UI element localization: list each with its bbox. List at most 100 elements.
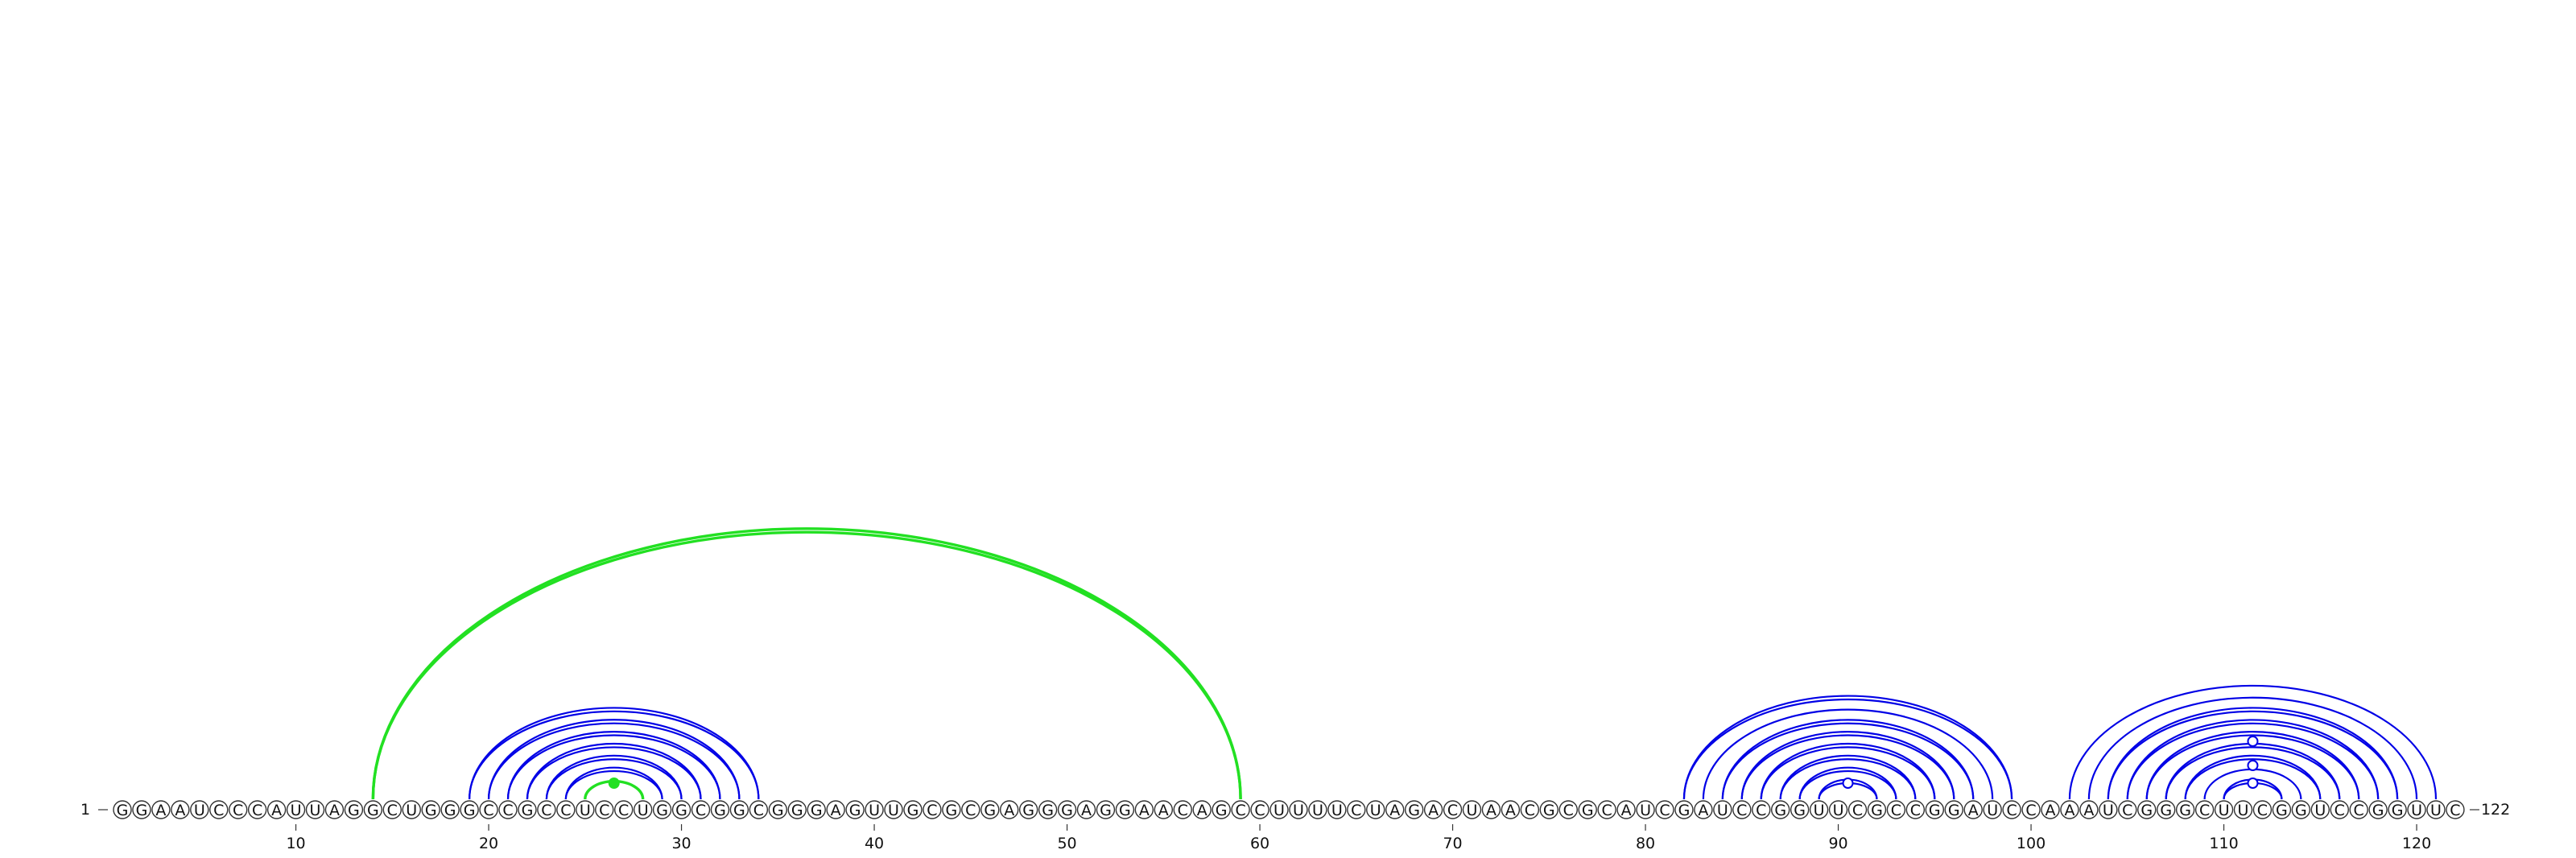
nucleotide: G	[807, 800, 826, 819]
nucleotide-letter: G	[2160, 802, 2172, 819]
nucleotide-circle	[2368, 800, 2388, 819]
nucleotide-circle	[151, 800, 171, 819]
nucleotide: U	[633, 800, 653, 819]
nucleotide: C	[923, 800, 942, 819]
nucleotide: G	[1944, 800, 1963, 819]
nucleotide: U	[402, 800, 421, 819]
nucleotide-letter: U	[1833, 802, 1844, 819]
nucleotide-letter: C	[696, 802, 706, 819]
nucleotide: G	[2156, 800, 2176, 819]
nucleotide: U	[1828, 800, 1848, 819]
base-pair-arc	[526, 746, 702, 800]
nucleotide: G	[1770, 800, 1790, 819]
nucleotide-circle	[537, 800, 556, 819]
nucleotide-circle	[595, 800, 614, 819]
base-pair-arc	[487, 722, 741, 800]
nucleotide: U	[1269, 800, 1289, 819]
nucleotide-letter: U	[869, 802, 880, 819]
nucleotide-letter: A	[1505, 802, 1516, 819]
nucleotide: A	[826, 800, 845, 819]
nucleotide-circle	[1770, 800, 1790, 819]
nucleotide-letter: C	[502, 802, 513, 819]
nucleotide-letter: A	[1004, 802, 1014, 819]
nucleotide: A	[1481, 800, 1501, 819]
nucleotide-letter: C	[927, 802, 937, 819]
nucleotide-circle	[324, 800, 345, 819]
base-pair-arc	[2107, 707, 2399, 800]
position-ticks: 10 20 30 40 50 60 70 80 90 100 110 120	[286, 824, 2431, 852]
nucleotide-letter: G	[791, 802, 803, 819]
nucleotide-circle	[1250, 800, 1269, 819]
nucleotide-circle	[2252, 800, 2273, 819]
nucleotide-circle	[2407, 800, 2426, 819]
nucleotide: C	[1173, 800, 1192, 819]
nucleotide-circle	[1655, 800, 1674, 819]
nucleotide: A	[1076, 800, 1096, 819]
nucleotide: C	[1905, 800, 1926, 819]
base-pair-arcs	[371, 526, 2438, 800]
nucleotide: G	[2291, 800, 2311, 819]
nucleotide: G	[942, 800, 961, 819]
nucleotide-circle	[2002, 800, 2021, 819]
nucleotide: G	[1115, 800, 1135, 819]
nucleotide: C	[2118, 800, 2137, 819]
nucleotide-letter: C	[2354, 802, 2364, 819]
nucleotide-circle	[2310, 800, 2330, 819]
nucleotide: C	[961, 800, 980, 819]
base-pair-arc	[2126, 719, 2380, 800]
nucleotide: G	[903, 800, 923, 819]
nucleotide: C	[229, 800, 248, 819]
nucleotide: C	[537, 800, 556, 819]
base-pair-arc	[1682, 698, 2013, 800]
nucleotide: C	[1847, 800, 1868, 819]
base-pair-arc	[2184, 754, 2322, 800]
nucleotide: G	[1212, 800, 1231, 819]
nucleotide-circle	[1462, 800, 1482, 819]
nucleotide-circle	[923, 800, 942, 819]
base-pair-arc	[1760, 742, 1936, 800]
nucleotide: G	[1018, 800, 1038, 819]
nucleotide-letter: G	[1871, 802, 1883, 819]
tick-label: 40	[865, 835, 884, 852]
nucleotide: U	[1366, 800, 1385, 819]
nucleotide: G	[1674, 800, 1694, 819]
nucleotide: C	[1520, 800, 1540, 819]
nucleotide: C	[595, 800, 614, 819]
base-pair-arc	[545, 758, 683, 800]
nucleotide-circle	[1597, 800, 1616, 819]
nucleotide: C	[1886, 800, 1906, 819]
nucleotide-letter: G	[984, 802, 996, 819]
nucleotide-circle	[671, 800, 691, 819]
nucleotide: C	[1558, 800, 1578, 819]
nucleotide: A	[2079, 800, 2099, 819]
nucleotide: A	[2041, 800, 2060, 819]
nucleotide-letter: C	[2334, 802, 2345, 819]
nucleotide: G	[710, 800, 730, 819]
nucleotide: C	[1655, 800, 1674, 819]
nucleotide-circle	[2156, 800, 2176, 819]
nucleotide-circle	[1636, 800, 1655, 819]
nucleotide: U	[305, 800, 325, 819]
nucleotide-circle	[1057, 800, 1077, 819]
nucleotide-circle	[807, 800, 826, 819]
nucleotide-circle	[2388, 800, 2407, 819]
nucleotide: G	[1038, 800, 1058, 819]
nucleotide-circle	[1038, 800, 1058, 819]
nucleotide-circle	[1134, 800, 1154, 819]
nucleotide-circle	[247, 800, 267, 819]
nucleotide-circle	[2426, 800, 2446, 819]
nucleotide: U	[1983, 800, 2002, 819]
nucleotide: A	[1192, 800, 1212, 819]
nucleotide: U	[2310, 800, 2330, 819]
tick-label: 90	[1828, 835, 1847, 852]
base-pair-arc	[1721, 719, 1975, 800]
nucleotide-letter: G	[2392, 802, 2404, 819]
nucleotide-letter: C	[1736, 802, 1747, 819]
base-pair-arc	[469, 710, 760, 800]
nucleotide-letter: A	[1081, 802, 1092, 819]
nucleotide: U	[1809, 800, 1829, 819]
nucleotide-letter: A	[1139, 802, 1150, 819]
nucleotide: C	[479, 800, 498, 819]
nucleotide: G	[1925, 800, 1945, 819]
